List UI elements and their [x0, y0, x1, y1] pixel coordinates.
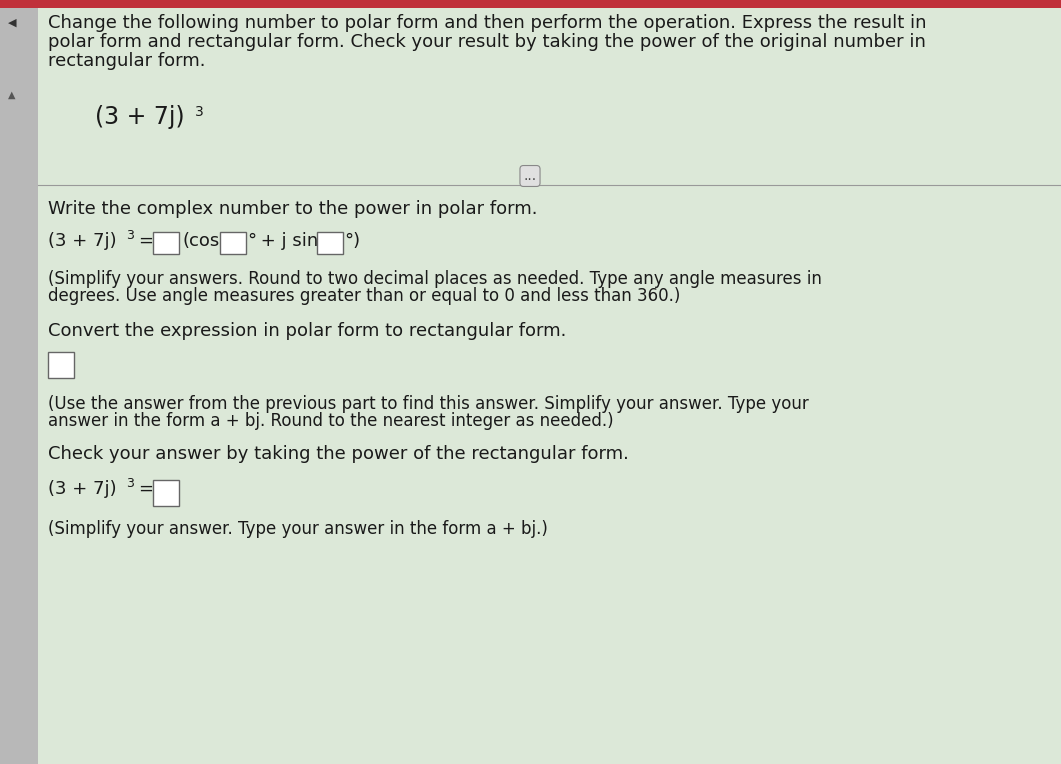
Text: + j sin: + j sin	[255, 232, 318, 250]
Text: (3 + 7j): (3 + 7j)	[95, 105, 185, 129]
Text: (3 + 7j): (3 + 7j)	[48, 232, 117, 250]
Text: °): °)	[344, 232, 360, 250]
Bar	[48, 352, 74, 378]
Bar	[220, 232, 246, 254]
Text: ◀: ◀	[7, 18, 16, 28]
Text: ▲: ▲	[8, 90, 16, 100]
Bar	[0, 0, 38, 764]
Text: =: =	[138, 232, 153, 250]
Text: ...: ...	[523, 169, 537, 183]
Text: (Simplify your answers. Round to two decimal places as needed. Type any angle me: (Simplify your answers. Round to two dec…	[48, 270, 822, 288]
Text: 3: 3	[195, 105, 204, 119]
Text: (3 + 7j): (3 + 7j)	[48, 480, 117, 498]
Bar	[317, 232, 343, 254]
Text: 3: 3	[126, 229, 134, 242]
Text: Write the complex number to the power in polar form.: Write the complex number to the power in…	[48, 200, 538, 218]
Bar	[153, 480, 179, 506]
Text: Convert the expression in polar form to rectangular form.: Convert the expression in polar form to …	[48, 322, 567, 340]
Text: degrees. Use angle measures greater than or equal to 0 and less than 360.): degrees. Use angle measures greater than…	[48, 287, 680, 305]
Text: Change the following number to polar form and then perform the operation. Expres: Change the following number to polar for…	[48, 14, 926, 32]
Text: (Simplify your answer. Type your answer in the form a + bj.): (Simplify your answer. Type your answer …	[48, 520, 547, 538]
Text: 3: 3	[126, 477, 134, 490]
Text: (cos: (cos	[182, 232, 220, 250]
Bar	[0, 0, 1061, 8]
Text: polar form and rectangular form. Check your result by taking the power of the or: polar form and rectangular form. Check y…	[48, 33, 926, 51]
Text: (Use the answer from the previous part to find this answer. Simplify your answer: (Use the answer from the previous part t…	[48, 395, 808, 413]
Text: rectangular form.: rectangular form.	[48, 52, 206, 70]
Text: Check your answer by taking the power of the rectangular form.: Check your answer by taking the power of…	[48, 445, 629, 463]
Text: answer in the form a + bj. Round to the nearest integer as needed.): answer in the form a + bj. Round to the …	[48, 412, 613, 430]
Text: °: °	[247, 232, 256, 250]
Bar	[153, 232, 179, 254]
Text: =: =	[138, 480, 153, 498]
